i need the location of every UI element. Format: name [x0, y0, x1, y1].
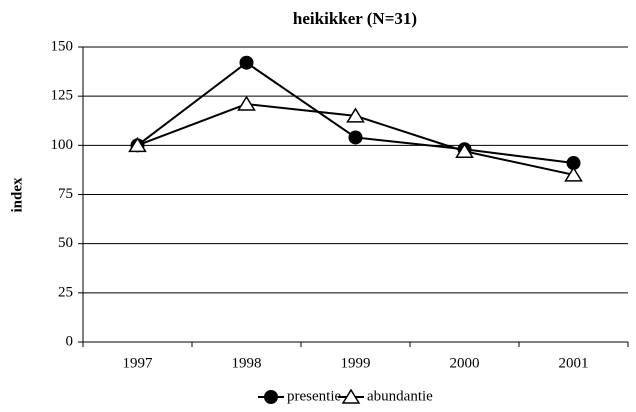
marker: [128, 136, 147, 153]
x-tick-label: 2000: [450, 355, 480, 371]
y-tick-label: 150: [51, 38, 74, 54]
legend-label: presentie: [287, 388, 341, 404]
y-axis-label: index: [9, 177, 25, 213]
legend-marker: [264, 390, 278, 404]
y-tick-label: 100: [51, 137, 74, 153]
marker: [239, 55, 254, 70]
marker: [455, 142, 474, 158]
marker: [237, 95, 256, 111]
legend-label: abundantie: [367, 388, 433, 404]
marker: [566, 156, 581, 171]
y-tick-label: 50: [58, 235, 73, 251]
x-tick-label: 1997: [123, 355, 154, 371]
y-tick-label: 75: [58, 186, 73, 202]
marker: [564, 166, 583, 182]
y-tick-label: 0: [66, 333, 74, 349]
x-tick-label: 1999: [341, 355, 371, 371]
x-tick-label: 2001: [559, 355, 589, 371]
marker: [346, 107, 365, 123]
y-tick-label: 25: [58, 284, 73, 300]
marker: [348, 130, 363, 145]
x-tick-label: 1998: [232, 355, 262, 371]
chart-title: heikikker (N=31): [293, 9, 417, 28]
legend-marker: [341, 388, 361, 404]
y-tick-label: 125: [51, 88, 74, 104]
